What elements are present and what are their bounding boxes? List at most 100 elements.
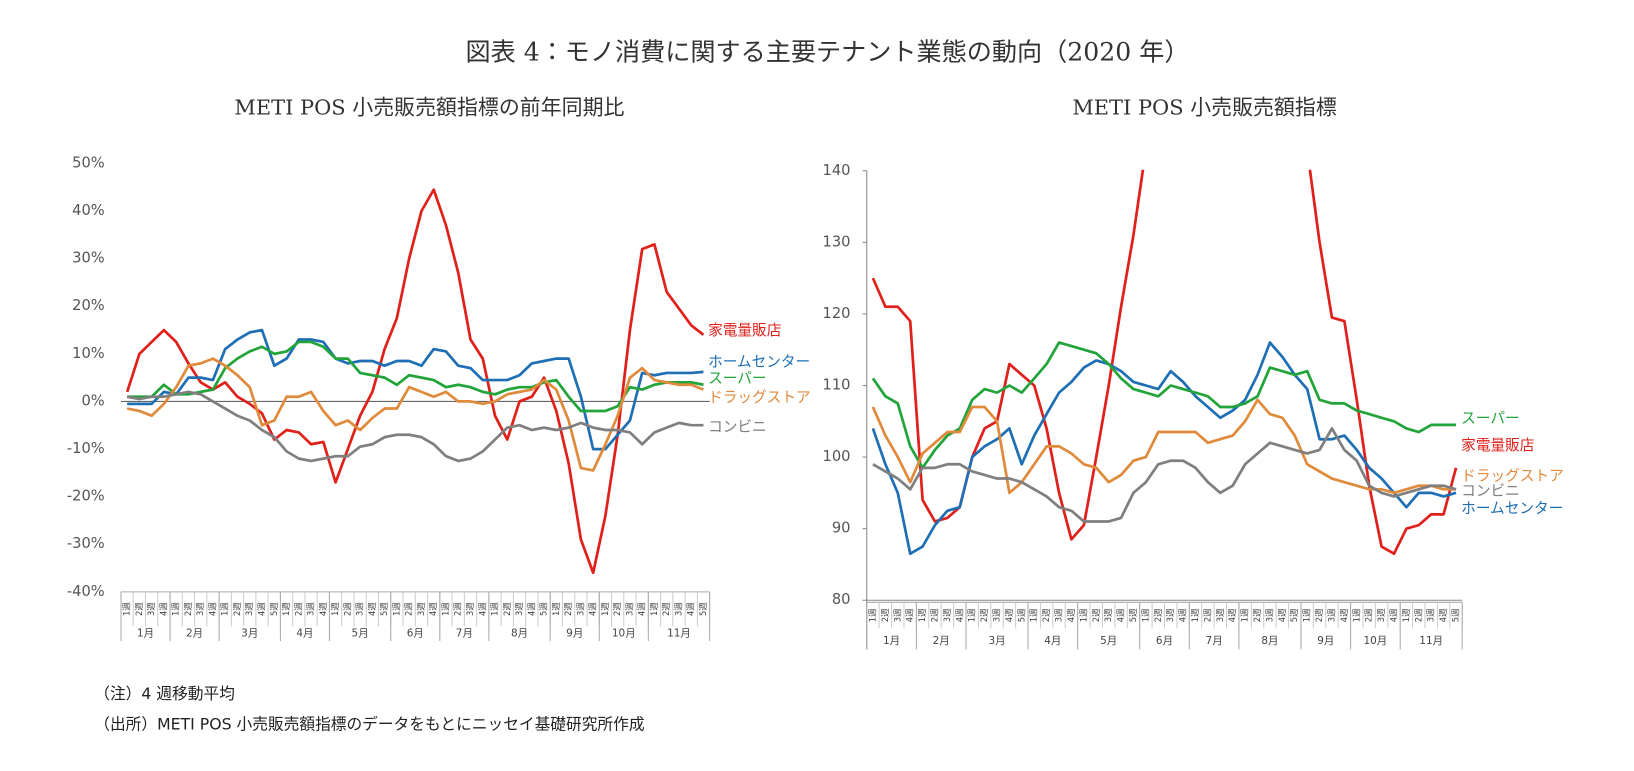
week-label: 2週 bbox=[661, 602, 671, 616]
week-label: 1週 bbox=[171, 602, 181, 616]
month-label: 1月 bbox=[883, 635, 900, 647]
week-label: 4週 bbox=[1116, 608, 1126, 622]
note: （注）4 週移動平均 bbox=[94, 684, 235, 703]
week-label: 1週 bbox=[1029, 608, 1039, 622]
week-label: 1週 bbox=[330, 602, 340, 616]
week-label: 4週 bbox=[686, 602, 696, 616]
week-label: 2週 bbox=[1153, 608, 1163, 622]
week-label: 4週 bbox=[1277, 608, 1287, 622]
week-label: 3週 bbox=[892, 608, 902, 622]
y-tick-label: 130 bbox=[823, 233, 851, 250]
month-label: 3月 bbox=[241, 628, 258, 640]
series-label: ドラッグストア bbox=[708, 389, 811, 406]
series-line bbox=[871, 341, 1457, 556]
y-tick-label: 20% bbox=[72, 297, 105, 314]
week-label: 3週 bbox=[1054, 608, 1064, 622]
week-label: 3週 bbox=[575, 602, 585, 616]
series-label: コンビニ bbox=[1461, 482, 1520, 499]
week-label: 4週 bbox=[477, 602, 487, 616]
source-note: （出所）METI POS 小売販売額指標のデータをもとにニッセイ基礎研究所作成 bbox=[94, 714, 645, 733]
week-label: 4週 bbox=[367, 602, 377, 616]
week-label: 2週 bbox=[1202, 608, 1212, 622]
week-label: 4週 bbox=[1004, 608, 1014, 622]
week-label: 2週 bbox=[880, 608, 890, 622]
week-label: 4週 bbox=[1339, 608, 1349, 622]
series-label: ドラッグストア bbox=[1461, 468, 1564, 485]
y-tick-label: 120 bbox=[823, 305, 851, 322]
week-label: 3週 bbox=[1326, 608, 1336, 622]
y-tick-label: -20% bbox=[67, 488, 105, 505]
week-label: 3週 bbox=[195, 602, 205, 616]
week-label: 3週 bbox=[1376, 608, 1386, 622]
month-label: 6月 bbox=[407, 628, 424, 640]
week-label: 4週 bbox=[905, 608, 915, 622]
week-label: 3週 bbox=[146, 602, 156, 616]
y-tick-label: -30% bbox=[67, 535, 105, 552]
week-label: 2週 bbox=[293, 602, 303, 616]
week-label: 2週 bbox=[342, 602, 352, 616]
week-label: 5週 bbox=[269, 602, 279, 616]
week-label: 2週 bbox=[1252, 608, 1262, 622]
y-tick-label: 30% bbox=[72, 250, 105, 267]
series-line bbox=[126, 390, 704, 463]
week-label: 5週 bbox=[698, 602, 708, 616]
y-tick-label: 50% bbox=[72, 154, 105, 171]
week-label: 2週 bbox=[232, 602, 242, 616]
week-label: 2週 bbox=[183, 602, 193, 616]
series-line bbox=[126, 357, 704, 472]
series-line bbox=[872, 427, 1457, 523]
week-label: 1週 bbox=[967, 608, 977, 622]
week-label: 3週 bbox=[416, 602, 426, 616]
week-label: 1週 bbox=[1302, 608, 1312, 622]
week-label: 4週 bbox=[1227, 608, 1237, 622]
week-label: 4週 bbox=[1066, 608, 1076, 622]
week-label: 2週 bbox=[502, 602, 512, 616]
y-tick-label: 0% bbox=[81, 392, 104, 409]
week-label: 1週 bbox=[391, 602, 401, 616]
series-line bbox=[127, 328, 704, 451]
figure-title: 図表 4：モノ消費に関する主要テナント業態の動向（2020 年） bbox=[465, 37, 1189, 66]
y-tick-label: -40% bbox=[67, 583, 105, 600]
week-label: 1週 bbox=[1401, 608, 1411, 622]
series-label: ホームセンター bbox=[708, 353, 810, 370]
week-label: 3週 bbox=[1426, 608, 1436, 622]
series-label: 家電量販店 bbox=[708, 322, 781, 339]
week-label: 1週 bbox=[1078, 608, 1088, 622]
week-label: 1週 bbox=[551, 602, 561, 616]
week-label: 1週 bbox=[490, 602, 500, 616]
chart-title: METI POS 小売販売額指標 bbox=[1072, 95, 1336, 119]
y-tick-label: 10% bbox=[72, 345, 105, 362]
chart: -40%-30%-20%-10%0%10%20%30%40%50%1週 2週 3週 4… bbox=[67, 154, 811, 642]
week-label: 3週 bbox=[1215, 608, 1225, 622]
month-label: 4月 bbox=[1044, 635, 1061, 647]
week-label: 2週 bbox=[1041, 608, 1051, 622]
week-label: 2週 bbox=[1314, 608, 1324, 622]
week-label: 5週 bbox=[1289, 608, 1299, 622]
week-label: 2週 bbox=[979, 608, 989, 622]
week-label: 2週 bbox=[1413, 608, 1423, 622]
week-label: 1週 bbox=[281, 602, 291, 616]
week-label: 1週 bbox=[867, 608, 877, 622]
month-label: 10月 bbox=[1363, 635, 1387, 647]
week-label: 5週 bbox=[1451, 608, 1461, 622]
y-tick-label: 80 bbox=[832, 591, 851, 608]
series-line bbox=[871, 341, 1457, 470]
month-label: 5月 bbox=[1100, 635, 1117, 647]
week-label: 3週 bbox=[514, 602, 524, 616]
series-line bbox=[871, 169, 1458, 556]
chart-title: METI POS 小売販売額指標の前年同期比 bbox=[234, 95, 624, 119]
week-label: 3週 bbox=[673, 602, 683, 616]
week-label: 2週 bbox=[1091, 608, 1101, 622]
month-label: 2月 bbox=[933, 635, 950, 647]
month-label: 11月 bbox=[1419, 635, 1443, 647]
y-tick-label: 90 bbox=[832, 520, 851, 537]
week-label: 4週 bbox=[257, 602, 267, 616]
week-label: 1週 bbox=[440, 602, 450, 616]
week-label: 2週 bbox=[612, 602, 622, 616]
month-label: 5月 bbox=[352, 628, 369, 640]
week-label: 5週 bbox=[1128, 608, 1138, 622]
month-label: 1月 bbox=[137, 628, 154, 640]
week-label: 4週 bbox=[318, 602, 328, 616]
week-label: 3週 bbox=[992, 608, 1002, 622]
